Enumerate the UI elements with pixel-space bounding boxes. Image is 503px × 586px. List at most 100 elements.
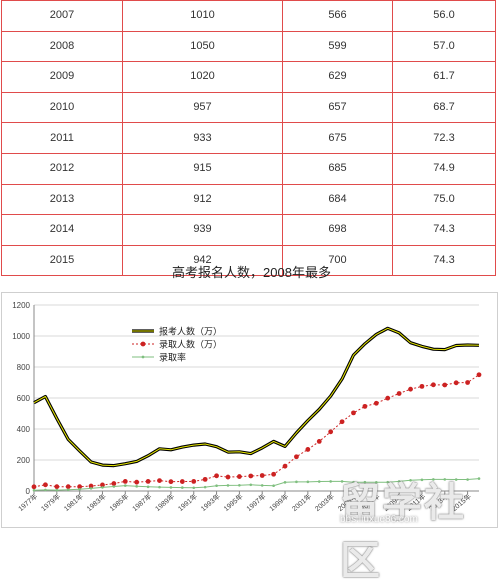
data-point-rate (443, 478, 447, 481)
table-cell: 1020 (122, 61, 283, 93)
table-cell: 2015 (1, 244, 123, 277)
data-point-rate (260, 484, 264, 487)
data-point-rate (249, 483, 253, 487)
data-point-rate (409, 479, 412, 482)
data-point-admitted (111, 481, 117, 486)
table-cell: 700 (282, 244, 393, 277)
table-cell: 566 (282, 0, 393, 32)
x-tick-label: 1995年 (222, 492, 245, 513)
data-point-admitted (31, 484, 37, 490)
series-line-applicants-highlight (33, 327, 480, 467)
table-cell: 56.0 (392, 0, 496, 32)
table-row: 2009 1020 629 61.7 (1, 61, 496, 93)
y-tick-label: 1200 (12, 301, 30, 310)
data-point-admitted (282, 463, 288, 469)
data-point-rate (44, 488, 47, 492)
data-point-admitted (419, 383, 425, 389)
data-point-rate (181, 486, 184, 489)
table-cell: 1050 (122, 30, 283, 63)
data-table: 2007 1010 566 56.0 2008 1050 599 57.0 2009 1020 62… (1, 0, 496, 277)
data-point-admitted (442, 382, 448, 388)
table-cell: 2013 (1, 183, 123, 216)
table-cell: 75.0 (392, 183, 496, 216)
x-tick-label: 2011年 (405, 492, 428, 513)
legend-marker (141, 355, 145, 359)
data-point-admitted (122, 478, 128, 484)
data-point-rate (55, 488, 59, 492)
data-point-rate (306, 480, 310, 484)
table-cell: 685 (282, 152, 393, 185)
table-cell: 912 (122, 183, 283, 216)
table-cell: 2011 (1, 122, 123, 154)
data-point-admitted (271, 471, 277, 477)
table-cell: 915 (122, 152, 283, 185)
x-tick-label: 1999年 (267, 492, 290, 513)
data-point-rate (340, 480, 344, 483)
y-tick-label: 400 (17, 425, 31, 434)
series-line-admitted (33, 374, 480, 488)
data-point-admitted (305, 447, 311, 452)
y-tick-label: 1000 (12, 332, 30, 341)
data-point-rate (32, 488, 36, 492)
x-tick-label: 1979年 (39, 492, 62, 513)
data-point-rate (466, 478, 469, 481)
data-point-admitted (351, 410, 356, 416)
table-row: 2012 915 685 74.9 (1, 152, 496, 185)
data-point-rate (397, 480, 401, 483)
x-tick-label: 2001年 (290, 492, 313, 513)
table-cell: 2007 (1, 0, 123, 32)
x-tick-label: 2013年 (427, 492, 450, 513)
legend-label: 报考人数（万） (159, 326, 222, 338)
table-row: 2015 942 700 74.3 (1, 244, 496, 277)
x-tick-label: 2003年 (313, 492, 336, 513)
data-point-rate (135, 485, 138, 488)
table-cell: 2014 (1, 214, 123, 246)
data-point-admitted (145, 478, 151, 484)
data-point-rate (112, 485, 116, 488)
data-point-admitted (373, 400, 379, 406)
data-point-rate (192, 486, 196, 490)
series-line-applicants (33, 326, 480, 468)
table-cell: 939 (122, 214, 283, 246)
x-tick-label: 1987年 (130, 492, 153, 513)
series-line-rate (33, 478, 480, 491)
table-cell: 2010 (1, 91, 123, 124)
table-cell: 629 (282, 61, 393, 93)
data-point-admitted (225, 474, 231, 480)
table-row: 2014 939 698 74.3 (1, 214, 496, 246)
data-point-rate (295, 480, 298, 484)
data-point-admitted (316, 439, 322, 444)
y-tick-label: 0 (26, 487, 31, 496)
table-cell: 61.7 (392, 61, 496, 93)
data-point-rate (169, 486, 173, 489)
data-point-rate (386, 480, 390, 484)
table-row: 2011 933 675 72.3 (1, 122, 496, 154)
data-point-admitted (43, 482, 48, 488)
data-point-rate (283, 481, 287, 484)
x-tick-label: 2007年 (359, 492, 382, 513)
chart-frame: 0 200 400 600 800 1000 1200 1977年 1979年 1981年 1983… (1, 292, 498, 528)
data-point-admitted (214, 473, 219, 479)
table-row: 2008 1050 599 57.0 (1, 30, 496, 63)
table-cell: 957 (122, 91, 283, 124)
table-cell: 698 (282, 214, 393, 246)
table-row: 2013 912 684 75.0 (1, 183, 496, 216)
table-cell: 74.3 (392, 244, 496, 277)
data-point-admitted (465, 380, 470, 385)
data-point-rate (375, 481, 378, 484)
data-point-rate (363, 480, 367, 484)
data-point-admitted (77, 484, 83, 490)
y-tick-label: 200 (17, 456, 31, 465)
x-tick-label: 1981年 (62, 492, 85, 513)
data-point-rate (454, 478, 458, 481)
x-tick-label: 1985年 (107, 492, 130, 513)
table-row: 2007 1010 566 56.0 (1, 0, 496, 32)
table-cell: 68.7 (392, 91, 496, 124)
table-cell: 684 (282, 183, 393, 216)
data-point-rate (352, 480, 355, 484)
data-point-admitted (328, 429, 334, 435)
x-tick-label: 1993年 (199, 492, 222, 513)
table-body: 2007 1010 566 56.0 2008 1050 599 57.0 2009 1020 62… (1, 0, 496, 277)
data-point-admitted (408, 386, 413, 392)
data-point-admitted (100, 482, 105, 488)
